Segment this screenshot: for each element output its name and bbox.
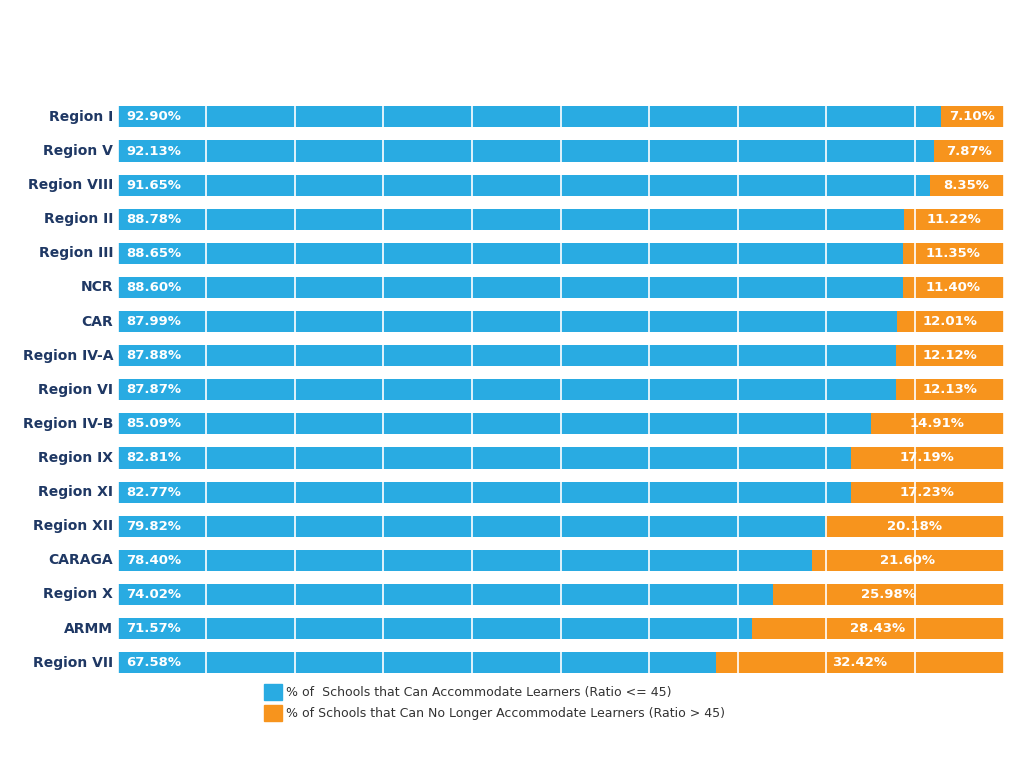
Bar: [717, 652, 1004, 674]
Text: 11.35%: 11.35%: [926, 247, 981, 260]
Bar: [118, 141, 934, 161]
Text: Region III: Region III: [39, 247, 114, 260]
Bar: [118, 106, 941, 127]
Text: 85.09%: 85.09%: [127, 417, 181, 430]
Bar: [118, 482, 851, 503]
Bar: [934, 141, 1004, 161]
Text: 88.65%: 88.65%: [127, 247, 181, 260]
Bar: [118, 618, 752, 639]
Text: 88.78%: 88.78%: [127, 213, 181, 226]
Text: 82.77%: 82.77%: [127, 485, 181, 498]
Bar: [118, 515, 824, 537]
Text: 26: 26: [969, 738, 993, 756]
Text: Region VI: Region VI: [38, 382, 114, 397]
Bar: [118, 379, 896, 400]
Bar: [896, 379, 1004, 400]
Text: 71.57%: 71.57%: [127, 622, 181, 635]
Text: 88.60%: 88.60%: [127, 281, 182, 294]
Bar: [773, 584, 1004, 605]
Text: 87.99%: 87.99%: [127, 315, 181, 328]
Text: 21.60%: 21.60%: [881, 554, 935, 567]
Text: 12.12%: 12.12%: [923, 349, 977, 362]
Bar: [851, 448, 1004, 468]
Text: 25.98%: 25.98%: [861, 588, 915, 601]
Text: 11.40%: 11.40%: [926, 281, 981, 294]
Text: % of  Schools that Can Accommodate Learners (Ratio <= 45): % of Schools that Can Accommodate Learne…: [287, 686, 672, 699]
Text: Region VIII: Region VIII: [28, 178, 114, 192]
Text: 17.23%: 17.23%: [900, 485, 954, 498]
Text: 14.91%: 14.91%: [910, 417, 965, 430]
Text: Region V: Region V: [43, 144, 114, 158]
Bar: [904, 209, 1004, 230]
Text: ARMM: ARMM: [65, 621, 114, 635]
Text: 7.10%: 7.10%: [949, 111, 995, 124]
Text: 20.18%: 20.18%: [887, 520, 942, 533]
Text: DEPARTMENT OF EDUCATION: DEPARTMENT OF EDUCATION: [366, 738, 658, 756]
Text: NCR: NCR: [81, 280, 114, 294]
Bar: [118, 550, 812, 571]
Text: 74.02%: 74.02%: [127, 588, 181, 601]
Text: 87.88%: 87.88%: [127, 349, 181, 362]
Text: 11.22%: 11.22%: [927, 213, 981, 226]
Text: 28.43%: 28.43%: [850, 622, 905, 635]
Text: 92.90%: 92.90%: [127, 111, 181, 124]
Text: Region X: Region X: [43, 588, 114, 601]
Bar: [824, 515, 1004, 537]
Bar: [118, 584, 773, 605]
Text: % of Schools that Can No Longer Accommodate Learners (Ratio > 45): % of Schools that Can No Longer Accommod…: [287, 707, 725, 720]
Bar: [896, 345, 1004, 366]
Bar: [897, 311, 1004, 332]
Text: Region IV-B: Region IV-B: [23, 417, 114, 431]
Text: 79.82%: 79.82%: [127, 520, 181, 533]
Text: 32.42%: 32.42%: [833, 656, 888, 669]
Bar: [118, 448, 851, 468]
Bar: [903, 243, 1004, 264]
Bar: [851, 482, 1004, 503]
Bar: [118, 243, 903, 264]
Bar: [812, 550, 1004, 571]
Bar: [118, 311, 897, 332]
Bar: [871, 413, 1004, 435]
Bar: [264, 684, 282, 700]
Bar: [941, 106, 1004, 127]
Text: 78.40%: 78.40%: [127, 554, 181, 567]
Bar: [118, 413, 871, 435]
Text: Region XI: Region XI: [38, 485, 114, 499]
Text: Region VII: Region VII: [33, 656, 114, 670]
Text: 12.01%: 12.01%: [923, 315, 978, 328]
Text: Region IV-A: Region IV-A: [23, 349, 114, 362]
Text: Percentage of Schools Based on Teachers: Percentage of Schools Based on Teachers: [20, 25, 1024, 68]
Bar: [118, 276, 902, 298]
Text: 7.87%: 7.87%: [946, 144, 991, 157]
Bar: [118, 209, 904, 230]
Text: 67.58%: 67.58%: [127, 656, 181, 669]
Text: 8.35%: 8.35%: [943, 179, 989, 191]
Bar: [118, 174, 930, 196]
Bar: [118, 345, 896, 366]
Bar: [264, 705, 282, 721]
Bar: [118, 652, 717, 674]
Text: CAR: CAR: [82, 315, 114, 329]
Text: Region II: Region II: [44, 212, 114, 227]
Text: Region XII: Region XII: [33, 519, 114, 533]
Text: Region I: Region I: [49, 110, 114, 124]
Text: 87.87%: 87.87%: [127, 383, 181, 396]
Text: Region IX: Region IX: [38, 451, 114, 465]
Bar: [930, 174, 1004, 196]
Text: 82.81%: 82.81%: [127, 452, 181, 465]
Text: 12.13%: 12.13%: [923, 383, 977, 396]
Text: 17.19%: 17.19%: [900, 452, 954, 465]
Bar: [902, 276, 1004, 298]
Text: CARAGA: CARAGA: [49, 553, 114, 568]
Text: 91.65%: 91.65%: [127, 179, 181, 191]
Bar: [752, 618, 1004, 639]
Text: 92.13%: 92.13%: [127, 144, 181, 157]
